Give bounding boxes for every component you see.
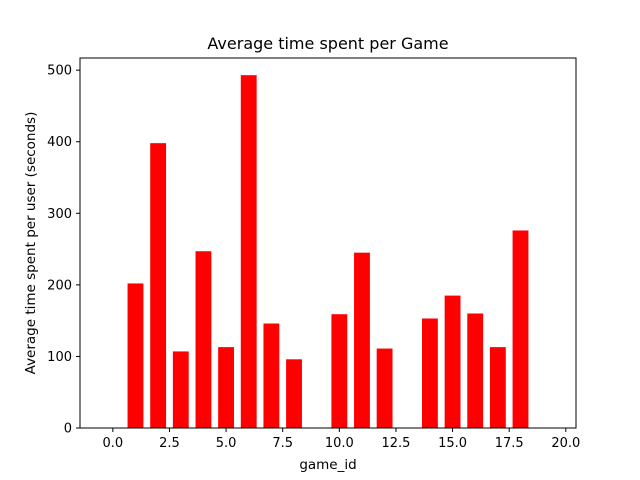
plot-frame — [79, 57, 577, 429]
x-axis-label: game_id — [299, 457, 356, 473]
bar-game-18 — [512, 230, 529, 428]
y-tick-label: 500 — [47, 64, 72, 79]
x-axis: 0.0 2.5 5.0 7.5 10.0 12.5 15.0 17.5 20.0 — [102, 428, 580, 451]
bar-game-14 — [421, 318, 438, 428]
chart-title: Average time spent per Game — [207, 34, 448, 53]
bar-game-1 — [127, 283, 144, 428]
x-tick-label: 2.5 — [159, 436, 180, 451]
bar-game-6 — [240, 75, 257, 429]
bar-game-5 — [218, 347, 235, 428]
y-tick-label: 200 — [47, 278, 72, 293]
bar-game-3 — [172, 351, 189, 428]
y-tick-label: 300 — [47, 207, 72, 222]
x-tick-label: 5.0 — [216, 436, 237, 451]
x-tick-label: 10.0 — [325, 436, 354, 451]
x-tick-label: 15.0 — [438, 436, 467, 451]
y-axis-label: Average time spent per user (seconds) — [23, 112, 39, 375]
plot-area: 0.0 2.5 5.0 7.5 10.0 12.5 15.0 17.5 20.0 0 100 200… — [47, 57, 580, 451]
x-tick-label: 17.5 — [495, 436, 524, 451]
bars — [127, 75, 529, 429]
bar-game-12 — [376, 348, 393, 428]
y-tick-label: 0 — [64, 422, 72, 437]
bar-game-8 — [286, 359, 302, 428]
x-tick-label: 12.5 — [381, 436, 410, 451]
x-tick-label: 0.0 — [102, 436, 123, 451]
x-tick-label: 20.0 — [551, 436, 580, 451]
x-tick-label: 7.5 — [272, 436, 293, 451]
y-axis: 0 100 200 300 400 500 — [47, 64, 80, 437]
bar-game-7 — [263, 323, 280, 428]
bar-game-15 — [444, 295, 461, 428]
y-tick-label: 400 — [47, 135, 72, 150]
bar-game-10 — [331, 314, 348, 428]
bar-game-4 — [195, 251, 212, 428]
bar-game-11 — [354, 252, 370, 428]
y-tick-label: 100 — [47, 350, 72, 365]
bar-game-2 — [150, 143, 167, 428]
bar-game-17 — [489, 347, 506, 428]
bar-game-16 — [467, 313, 484, 428]
